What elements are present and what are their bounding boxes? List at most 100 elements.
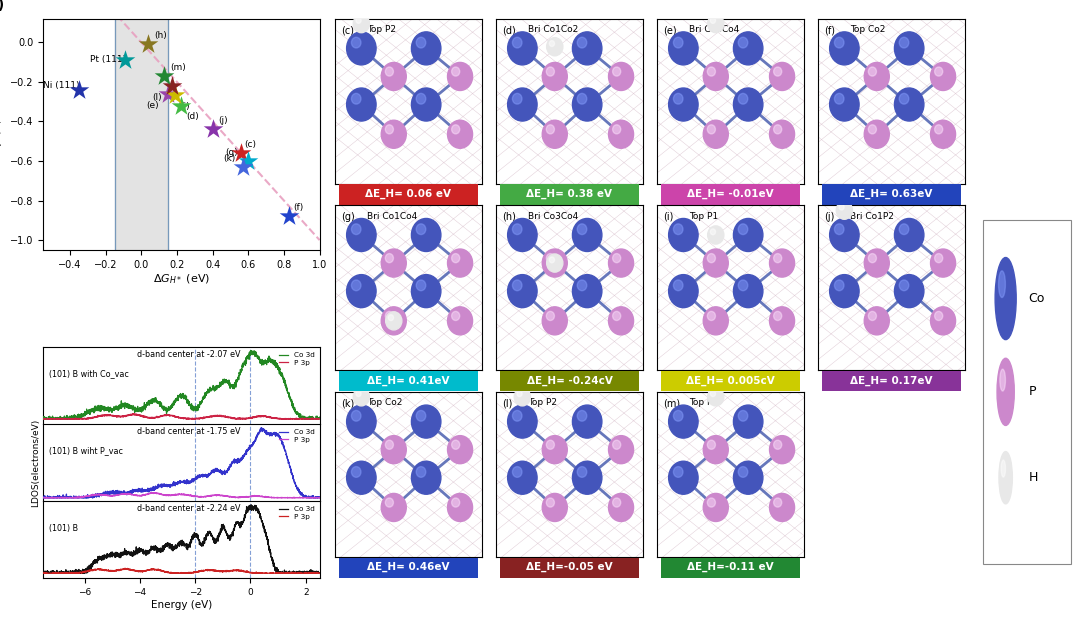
Text: H: H [1028,471,1038,484]
FancyBboxPatch shape [500,558,638,578]
Ellipse shape [608,249,634,277]
Point [240,156,257,166]
Ellipse shape [999,271,1005,297]
Ellipse shape [512,93,522,104]
Ellipse shape [770,307,795,335]
Ellipse shape [934,67,943,76]
Text: P: P [1028,386,1036,398]
Ellipse shape [512,224,522,234]
Text: d-band center at -2.24 eV: d-band center at -2.24 eV [137,504,241,513]
Ellipse shape [674,93,683,104]
Ellipse shape [508,462,537,494]
X-axis label: Energy (eV): Energy (eV) [151,600,212,610]
Ellipse shape [835,93,843,104]
Text: (d): (d) [502,26,515,35]
Ellipse shape [416,466,426,477]
Text: (101) B wiht P_vac: (101) B wiht P_vac [49,447,123,455]
Ellipse shape [351,411,361,421]
Text: Bri Co1P2: Bri Co1P2 [850,212,894,221]
Ellipse shape [389,315,393,320]
Ellipse shape [864,249,889,277]
Ellipse shape [351,224,361,234]
Text: Top P1: Top P1 [689,212,718,221]
Ellipse shape [546,38,563,56]
Ellipse shape [577,466,586,477]
FancyBboxPatch shape [500,185,638,205]
Text: (i): (i) [663,212,673,222]
Ellipse shape [739,280,747,290]
Ellipse shape [733,462,762,494]
Point [204,124,221,134]
Ellipse shape [416,411,426,421]
Ellipse shape [829,218,859,251]
Ellipse shape [707,440,715,449]
Text: (j): (j) [218,116,228,126]
Text: ΔE_H= 0.41eV: ΔE_H= 0.41eV [367,376,449,386]
Text: Top Co2: Top Co2 [850,26,886,34]
Ellipse shape [669,32,698,65]
Ellipse shape [707,226,724,244]
Ellipse shape [451,125,460,134]
Ellipse shape [386,254,393,262]
Ellipse shape [829,32,859,65]
Ellipse shape [864,307,889,335]
Ellipse shape [347,275,376,308]
Ellipse shape [447,307,473,335]
Ellipse shape [770,120,795,148]
Ellipse shape [451,67,460,76]
Ellipse shape [836,201,852,220]
Text: (e): (e) [663,26,676,35]
Ellipse shape [934,312,943,320]
Text: d-band center at -2.07 eV: d-band center at -2.07 eV [137,350,241,359]
Ellipse shape [900,37,908,48]
Ellipse shape [733,275,762,308]
Ellipse shape [572,405,602,438]
Ellipse shape [739,411,747,421]
Ellipse shape [770,435,795,463]
Ellipse shape [707,498,715,507]
Ellipse shape [546,440,554,449]
Ellipse shape [612,125,621,134]
Ellipse shape [868,125,877,134]
Ellipse shape [707,67,715,76]
Text: Pt (111): Pt (111) [90,55,125,64]
Ellipse shape [542,493,567,521]
Ellipse shape [347,462,376,494]
Ellipse shape [707,312,715,320]
Ellipse shape [835,224,843,234]
Ellipse shape [997,358,1014,425]
Ellipse shape [386,440,393,449]
Ellipse shape [577,37,586,48]
Ellipse shape [773,254,782,262]
Text: Bri Co1Co4: Bri Co1Co4 [367,212,418,221]
Ellipse shape [447,62,473,90]
Ellipse shape [546,312,554,320]
Ellipse shape [669,275,698,308]
Ellipse shape [517,391,522,397]
Point [163,81,180,91]
Ellipse shape [416,37,426,48]
Ellipse shape [381,62,406,90]
Ellipse shape [347,88,376,121]
Ellipse shape [733,88,762,121]
Ellipse shape [512,280,522,290]
Ellipse shape [703,62,728,90]
Ellipse shape [353,388,369,406]
Ellipse shape [546,254,554,262]
Ellipse shape [894,88,923,121]
Ellipse shape [839,204,845,210]
Ellipse shape [386,312,402,330]
Ellipse shape [451,440,460,449]
Text: ΔE_H= 0.005cV: ΔE_H= 0.005cV [686,376,774,386]
Ellipse shape [900,280,908,290]
Ellipse shape [447,249,473,277]
Ellipse shape [416,224,426,234]
Ellipse shape [711,17,716,24]
Text: (101) B: (101) B [49,524,78,532]
Ellipse shape [864,62,889,90]
Y-axis label: LDOS(electrons/eV): LDOS(electrons/eV) [31,419,40,507]
Ellipse shape [542,62,567,90]
Ellipse shape [999,452,1012,504]
Ellipse shape [669,88,698,121]
Text: Co: Co [1028,292,1045,305]
